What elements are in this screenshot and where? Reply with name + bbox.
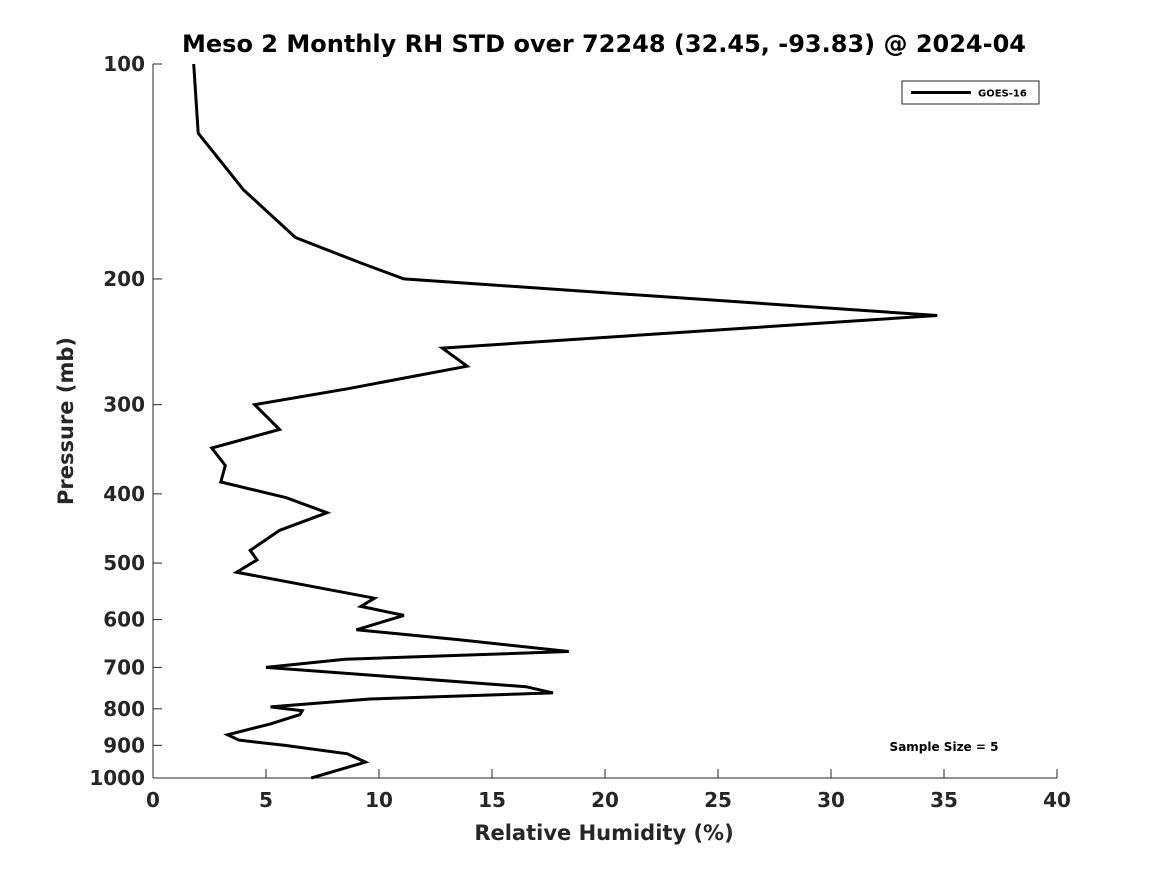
y-tick-label: 500 [103,551,145,575]
x-tick-label: 5 [259,788,273,812]
chart-title: Meso 2 Monthly RH STD over 72248 (32.45,… [182,30,1026,58]
y-tick-label: 300 [103,393,145,417]
axes: 0 5 10 15 20 25 30 35 40 100 200 300 400 500 600 700 800… [89,52,1071,812]
y-tick-label: 700 [103,655,145,679]
y-tick-label: 200 [103,267,145,291]
y-tick-label: 600 [103,608,145,632]
y-axis-title: Pressure (mb) [54,337,78,505]
y-tick-label: 900 [103,733,145,757]
y-tick-label: 100 [103,52,145,76]
x-tick-label: 30 [817,788,845,812]
legend: GOES-16 [901,80,1040,105]
x-tick-label: 0 [146,788,160,812]
x-tick-label: 35 [930,788,958,812]
y-tick-label: 800 [103,697,145,721]
legend-label: GOES-16 [978,89,1027,100]
x-tick-label: 40 [1043,788,1071,812]
y-tick-label: 1000 [89,766,145,790]
y-tick-label: 400 [103,482,145,506]
x-tick-label: 10 [365,788,393,812]
sample-size-annotation: Sample Size = 5 [890,740,999,754]
x-tick-label: 20 [591,788,619,812]
x-tick-label: 25 [704,788,732,812]
series-layer [192,63,938,780]
x-tick-label: 15 [478,788,506,812]
series-line-goes-16 [192,63,938,780]
x-axis-title: Relative Humidity (%) [474,821,733,845]
